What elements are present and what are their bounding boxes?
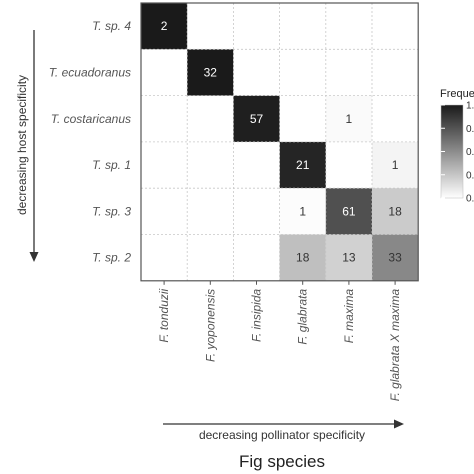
heatmap-cell <box>325 188 372 235</box>
column-axis-arrowhead <box>394 419 404 429</box>
heatmap-cell <box>372 234 419 281</box>
cell-value-label: 13 <box>342 251 356 265</box>
legend-tick-label: 0. <box>466 194 474 205</box>
row-label: T. sp. 4 <box>92 19 131 33</box>
cell-value-label: 61 <box>342 204 356 218</box>
row-axis-note-label: decreasing host specificity <box>15 75 29 215</box>
heatmap-cell <box>233 95 280 142</box>
cell-value-label: 2 <box>161 19 168 33</box>
column-labels: F. tonduzii F. yoponensis F. insipida F. gl… <box>157 280 402 401</box>
row-label: T. costaricanus <box>51 112 131 126</box>
legend-tick-label: 0. <box>466 170 474 181</box>
cell-value-label: 18 <box>388 204 402 218</box>
plot-panel <box>140 2 419 282</box>
x-axis-title: Fig species <box>239 452 325 471</box>
heatmap-cell <box>372 141 419 189</box>
heatmap-cell <box>279 188 326 235</box>
frequency-legend: Freque 1. 0. 0. 0. 0. <box>440 88 474 205</box>
cell-value-label: 57 <box>250 112 264 126</box>
cell-value-label: 33 <box>388 251 402 265</box>
column-label: F. glabrata X maxima <box>388 288 402 401</box>
row-labels: T. sp. 4 T. ecuadoranus T. costaricanus T. … <box>49 19 132 265</box>
legend-tick-label: 0. <box>466 124 474 135</box>
row-axis-arrowhead <box>29 252 39 262</box>
row-axis-note: decreasing host specificity <box>15 30 39 262</box>
column-axis-note-label: decreasing pollinator specificity <box>199 428 365 442</box>
row-label: T. sp. 2 <box>92 251 131 265</box>
column-label: F. maxima <box>342 288 356 343</box>
column-axis-note: decreasing pollinator specificity <box>163 419 404 442</box>
cell-value-label: 1 <box>392 158 399 172</box>
legend-tick-label: 1. <box>466 101 474 112</box>
cell-value-label: 32 <box>204 65 218 79</box>
heatmap-cell <box>372 188 419 235</box>
heatmap-cell <box>279 234 326 281</box>
heatmap-cell <box>141 3 188 50</box>
row-label: T. sp. 3 <box>92 204 131 218</box>
legend-title: Freque <box>440 88 474 100</box>
cell-value-label: 18 <box>296 251 310 265</box>
row-label: T. sp. 1 <box>92 158 131 172</box>
cell-value-label: 1 <box>299 204 306 218</box>
cell-value-label: 21 <box>296 158 310 172</box>
row-label: T. ecuadoranus <box>49 65 131 79</box>
legend-ticks: 1. 0. 0. 0. 0. <box>441 101 474 205</box>
heatmap-cell <box>187 49 234 96</box>
heatmap-cell <box>325 234 372 281</box>
cell-value-label: 1 <box>346 112 353 126</box>
legend-tick-label: 0. <box>466 147 474 158</box>
column-label: F. glabrata <box>296 288 310 344</box>
column-label: F. insipida <box>250 288 264 341</box>
heatmap-cells: 2 32 57 1 21 1 1 61 18 18 13 33 <box>141 3 419 281</box>
heatmap-cell <box>325 95 372 142</box>
column-label: F. tonduzii <box>157 288 171 342</box>
heatmap-cell <box>279 141 326 189</box>
column-label: F. yoponensis <box>203 289 217 362</box>
